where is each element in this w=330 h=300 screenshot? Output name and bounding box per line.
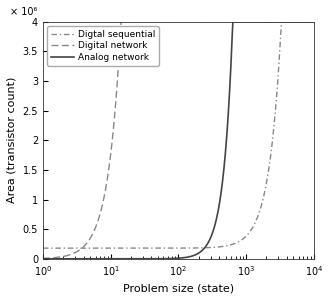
Line: Digtal sequential: Digtal sequential <box>43 22 314 248</box>
Legend: Digtal sequential, Digital network, Analog network: Digtal sequential, Digital network, Anal… <box>48 26 159 66</box>
Digital network <box>243 20 247 23</box>
Digital network <box>264 20 268 23</box>
Digtal sequential <box>203 246 207 250</box>
Digtal sequential <box>280 20 283 23</box>
Digital network <box>119 20 123 23</box>
Analog network <box>41 257 45 261</box>
Analog network <box>231 20 235 23</box>
Digtal sequential <box>264 185 268 189</box>
Digtal sequential <box>243 236 247 239</box>
Digital network <box>203 20 207 23</box>
Analog network <box>203 245 207 249</box>
Digital network <box>217 20 221 23</box>
Digtal sequential <box>145 246 148 250</box>
X-axis label: Problem size (state): Problem size (state) <box>123 283 234 293</box>
Y-axis label: Area (transistor count): Area (transistor count) <box>7 77 17 203</box>
Analog network <box>90 257 94 261</box>
Digtal sequential <box>90 246 94 250</box>
Analog network <box>312 20 316 23</box>
Digital network <box>145 20 148 23</box>
Digital network <box>312 20 316 23</box>
Line: Analog network: Analog network <box>43 22 314 259</box>
Analog network <box>145 257 148 261</box>
Line: Digital network: Digital network <box>43 22 314 258</box>
Digtal sequential <box>312 20 316 23</box>
Digtal sequential <box>217 245 221 249</box>
Digital network <box>41 256 45 260</box>
Analog network <box>243 20 247 23</box>
Text: × 10⁶: × 10⁶ <box>10 7 38 17</box>
Digtal sequential <box>41 246 45 250</box>
Analog network <box>217 204 221 208</box>
Digital network <box>90 233 94 237</box>
Analog network <box>264 20 268 23</box>
